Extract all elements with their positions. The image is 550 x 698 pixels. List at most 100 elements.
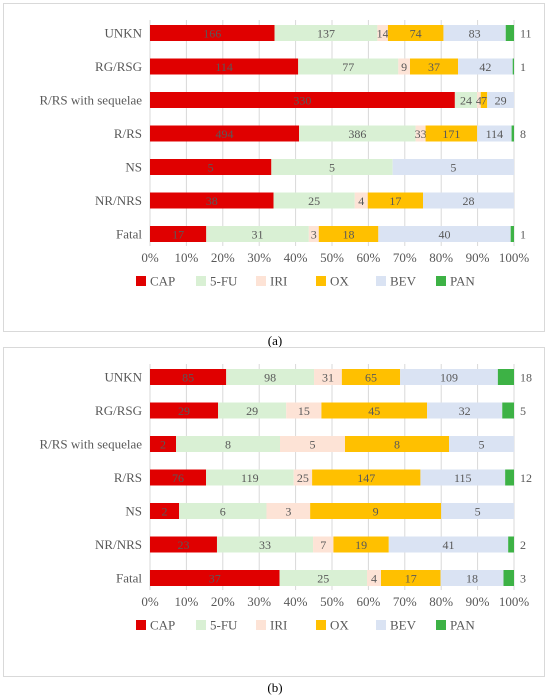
data-label-iri-r-rs-with-sequelae: 4 xyxy=(476,94,482,108)
bar-cap-unkn xyxy=(150,369,227,385)
x-tick-label: 10% xyxy=(174,250,198,265)
bar-bev-fatal xyxy=(440,570,504,586)
data-label-iri-ns: 3 xyxy=(285,505,291,519)
bar-bev-unkn xyxy=(443,25,506,41)
data-label-cap-fatal: 37 xyxy=(209,572,221,586)
bar-5-fu-ns xyxy=(179,503,267,519)
category-label-unkn: UNKN xyxy=(104,370,142,385)
data-label-bev-ns: 5 xyxy=(450,161,456,175)
data-label-iri-nr-nrs: 7 xyxy=(320,538,326,552)
data-label-iri-rg-rsg: 15 xyxy=(298,404,310,418)
data-label-iri-r-rs: 25 xyxy=(297,471,309,485)
data-label-ox-r-rs-with-sequelae: 8 xyxy=(394,438,400,452)
data-label-iri-r-rs-with-sequelae: 5 xyxy=(310,438,316,452)
bar-pan-r-rs xyxy=(505,469,514,486)
x-tick-label: 60% xyxy=(356,594,380,609)
bar-ox-r-rs-with-sequelae xyxy=(480,92,488,108)
chart-panel-b: 0% 10% 20% 30% 40% 50% 60% 70% 80% 90% 100% UNKN 85 9… xyxy=(3,347,545,677)
bar-ox-unkn xyxy=(341,369,401,385)
data-label-ox-nr-nrs: 19 xyxy=(355,538,367,552)
data-label-ox-fatal: 18 xyxy=(343,228,355,242)
category-label-rg-rsg: RG/RSG xyxy=(95,403,142,418)
bar-ox-r-rs-with-sequelae xyxy=(345,436,449,452)
data-label-5-fu-nr-nrs: 33 xyxy=(259,538,271,552)
legend-swatch-pan xyxy=(436,276,446,286)
legend-label-pan: PAN xyxy=(450,274,475,289)
data-label-bev-r-rs: 114 xyxy=(486,127,504,141)
bar-5-fu-fatal xyxy=(206,226,309,242)
bar-5-fu-fatal xyxy=(279,570,367,586)
bar-5-fu-unkn xyxy=(274,25,378,41)
data-label-iri-r-rs: 33 xyxy=(415,127,427,141)
data-label-bev-r-rs: 115 xyxy=(454,471,472,485)
category-label-r-rs: R/RS xyxy=(114,470,142,485)
x-tick-label: 90% xyxy=(466,594,490,609)
bar-bev-fatal xyxy=(378,226,511,242)
bar-iri-unkn xyxy=(377,25,388,41)
data-label-5-fu-fatal: 31 xyxy=(252,228,264,242)
chart-b: 0% 10% 20% 30% 40% 50% 60% 70% 80% 90% 100%UNKN 85 9… xyxy=(39,364,532,633)
bar-pan-fatal xyxy=(510,226,514,242)
legend-label-cap: CAP xyxy=(150,618,175,633)
legend-swatch-ox xyxy=(316,276,326,286)
bar-cap-r-rs xyxy=(150,469,206,486)
chart-a: 0% 10% 20% 30% 40% 50% 60% 70% 80% 90% 100% UNKN 166… xyxy=(39,20,532,289)
bar-bev-unkn xyxy=(400,369,498,385)
x-tick-label: 30% xyxy=(247,250,271,265)
data-label-pan-fatal: 1 xyxy=(520,228,526,242)
data-label-5-fu-r-rs: 386 xyxy=(348,127,366,141)
data-label-bev-nr-nrs: 41 xyxy=(442,538,454,552)
bar-iri-rg-rsg xyxy=(398,58,410,75)
data-label-5-fu-unkn: 98 xyxy=(264,371,276,385)
bar-iri-rg-rsg xyxy=(286,402,322,419)
bar-cap-nr-nrs xyxy=(150,192,274,209)
data-label-pan-unkn: 18 xyxy=(520,371,532,385)
data-label-ox-ns: 9 xyxy=(373,505,379,519)
data-label-bev-fatal: 18 xyxy=(466,572,478,586)
data-label-iri-rg-rsg: 9 xyxy=(401,60,407,74)
bar-bev-nr-nrs xyxy=(423,192,514,209)
x-tick-label: 70% xyxy=(393,594,417,609)
x-tick-label: 10% xyxy=(174,594,198,609)
bar-5-fu-r-rs-with-sequelae xyxy=(454,92,478,108)
data-label-5-fu-rg-rsg: 77 xyxy=(342,60,354,74)
data-label-iri-unkn: 14 xyxy=(377,27,389,41)
legend-swatch-5-fu xyxy=(196,620,206,630)
legend-swatch-iri xyxy=(256,620,266,630)
data-label-iri-fatal: 3 xyxy=(311,228,317,242)
x-tick-label: 90% xyxy=(466,250,490,265)
bar-pan-unkn xyxy=(505,25,514,41)
bar-pan-unkn xyxy=(497,369,514,385)
bar-5-fu-r-rs-with-sequelae xyxy=(176,436,280,452)
category-label-nr-nrs: NR/NRS xyxy=(95,537,142,552)
legend-label-iri: IRI xyxy=(270,618,287,633)
data-label-5-fu-nr-nrs: 25 xyxy=(308,194,320,208)
bar-ox-unkn xyxy=(387,25,444,41)
data-label-5-fu-r-rs: 119 xyxy=(241,471,259,485)
data-label-5-fu-rg-rsg: 29 xyxy=(246,404,258,418)
bar-bev-r-rs-with-sequelae xyxy=(449,436,514,452)
bar-bev-r-rs-with-sequelae xyxy=(487,92,514,108)
x-tick-label: 100% xyxy=(499,594,530,609)
bar-ox-fatal xyxy=(381,570,441,586)
data-label-iri-unkn: 31 xyxy=(322,371,334,385)
bar-5-fu-unkn xyxy=(226,369,315,385)
data-label-bev-unkn: 83 xyxy=(469,27,481,41)
legend-label-5-fu: 5-FU xyxy=(210,618,238,633)
bar-bev-ns xyxy=(392,159,514,175)
data-label-cap-r-rs-with-sequelae: 2 xyxy=(160,438,166,452)
bar-pan-rg-rsg xyxy=(512,58,514,75)
data-label-cap-r-rs: 76 xyxy=(172,471,184,485)
legend-swatch-ox xyxy=(316,620,326,630)
data-label-bev-ns: 5 xyxy=(475,505,481,519)
legend-swatch-bev xyxy=(376,620,386,630)
data-label-5-fu-ns: 6 xyxy=(220,505,226,519)
data-label-cap-ns: 2 xyxy=(162,505,168,519)
x-tick-label: 80% xyxy=(429,594,453,609)
bar-5-fu-r-rs xyxy=(299,125,416,142)
bar-5-fu-rg-rsg xyxy=(218,402,287,419)
panel-caption-b: (b) xyxy=(267,680,283,695)
category-label-fatal: Fatal xyxy=(116,571,142,586)
data-label-ox-nr-nrs: 17 xyxy=(389,194,401,208)
category-label-r-rs-with-sequelae: R/RS with sequelae xyxy=(39,437,142,452)
